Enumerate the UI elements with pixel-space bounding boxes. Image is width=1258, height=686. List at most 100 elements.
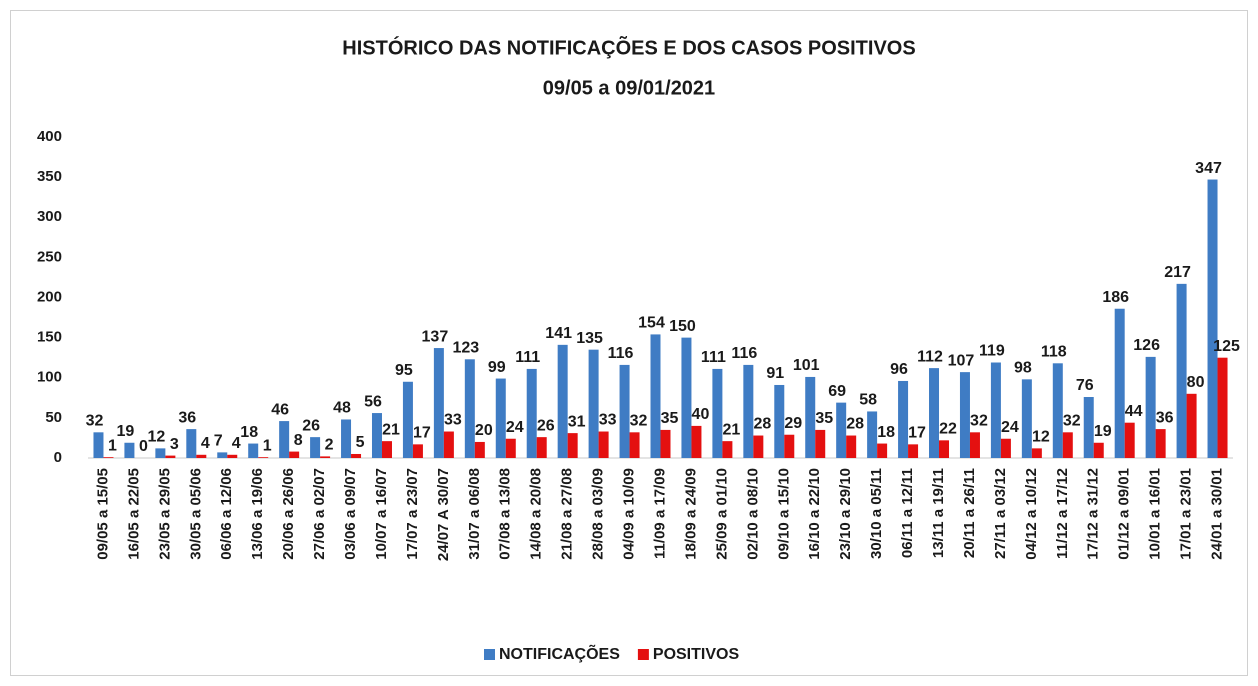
bar [846,435,857,458]
value-label: 18 [877,424,895,441]
y-tick-label: 400 [37,128,62,145]
value-label: 36 [1156,409,1174,426]
bar [371,413,382,458]
value-label: 0 [139,438,148,455]
value-label: 101 [793,357,820,374]
y-tick-label: 150 [37,329,62,346]
x-tick-label: 10/01 a 16/01 [1147,468,1164,560]
bar [258,457,269,458]
bar [505,438,516,458]
bar [495,378,506,458]
value-label: 80 [1187,374,1205,391]
value-label: 32 [970,413,988,430]
bar [805,376,816,458]
x-tick-label: 10/07 a 16/07 [373,468,390,560]
bar [929,368,940,458]
legend-swatch [484,649,495,660]
value-label: 33 [599,412,617,429]
value-label: 26 [302,417,320,434]
bar [320,456,331,458]
value-label: 96 [890,361,908,378]
value-label: 8 [294,432,303,449]
x-tick-label: 25/09 a 01/10 [713,468,730,560]
y-tick-label: 0 [54,449,62,466]
value-label: 35 [661,410,679,427]
bar [93,432,104,458]
bar [1145,356,1156,458]
x-tick-label: 11/09 a 17/09 [651,468,668,559]
x-tick-label: 23/10 a 29/10 [837,468,854,560]
x-tick-label: 31/07 a 06/08 [466,468,483,560]
x-tick-label: 27/06 a 02/07 [311,468,328,560]
bar [474,441,485,458]
value-label: 111 [701,349,726,366]
y-tick-label: 200 [37,288,62,305]
value-label: 28 [753,416,771,433]
chart-frame [10,10,1248,676]
chart-title: HISTÓRICO DAS NOTIFICAÇÕES E DOS CASOS P… [342,35,915,59]
value-label: 112 [917,348,943,365]
value-label: 22 [939,421,957,438]
bar [1031,448,1042,458]
bar [1186,393,1197,458]
x-tick-label: 17/12 a 31/12 [1085,468,1102,560]
value-label: 5 [356,434,365,451]
value-label: 21 [382,421,400,438]
value-label: 116 [608,345,634,362]
value-label: 123 [452,340,479,357]
bar [753,435,764,458]
value-label: 116 [731,345,757,362]
bar [165,455,176,458]
bar [1093,442,1104,458]
bar [526,368,537,458]
x-tick-label: 13/11 a 19/11 [930,468,947,558]
x-tick-label: 23/05 a 29/05 [156,468,173,560]
x-tick-label: 20/11 a 26/11 [961,468,978,558]
value-label: 40 [692,406,710,423]
value-label: 347 [1195,160,1222,177]
x-tick-label: 16/05 a 22/05 [125,468,142,560]
value-label: 48 [333,400,351,417]
x-tick-label: 09/10 a 15/10 [775,468,792,560]
bar [557,344,568,458]
x-tick-label: 04/09 a 10/09 [621,468,638,560]
x-tick-label: 17/07 a 23/07 [404,468,421,560]
value-label: 32 [630,413,648,430]
bar [939,440,950,458]
x-tick-label: 07/08 a 13/08 [497,468,514,560]
bar [279,421,290,458]
legend-swatch [637,649,649,660]
value-label: 135 [576,330,603,347]
bar [155,448,166,458]
x-tick-label: 01/12 a 09/01 [1116,468,1133,560]
bar [629,432,640,458]
bar [567,433,578,458]
value-label: 32 [86,413,104,430]
value-label: 7 [214,433,223,450]
value-label: 12 [147,429,165,446]
x-tick-label: 14/08 a 20/08 [528,468,545,560]
bar [743,364,754,458]
bar [412,444,423,458]
bar [660,429,671,458]
value-label: 98 [1014,360,1032,377]
x-tick-label: 09/05 a 15/05 [94,468,111,560]
bar [124,442,135,458]
value-label: 69 [828,383,846,400]
bar [351,453,362,458]
bar [619,364,630,458]
value-label: 126 [1133,337,1160,354]
bar [969,432,980,458]
value-label: 20 [475,422,493,439]
value-label: 29 [784,415,802,432]
value-label: 1 [108,437,117,454]
x-tick-label: 28/08 a 03/09 [590,468,607,560]
value-label: 36 [178,409,196,426]
bar [836,402,847,458]
value-label: 186 [1102,289,1129,306]
bar [691,425,702,458]
y-tick-label: 300 [37,208,62,225]
value-label: 46 [271,401,289,418]
bar [784,434,795,458]
value-label: 19 [1094,423,1112,440]
